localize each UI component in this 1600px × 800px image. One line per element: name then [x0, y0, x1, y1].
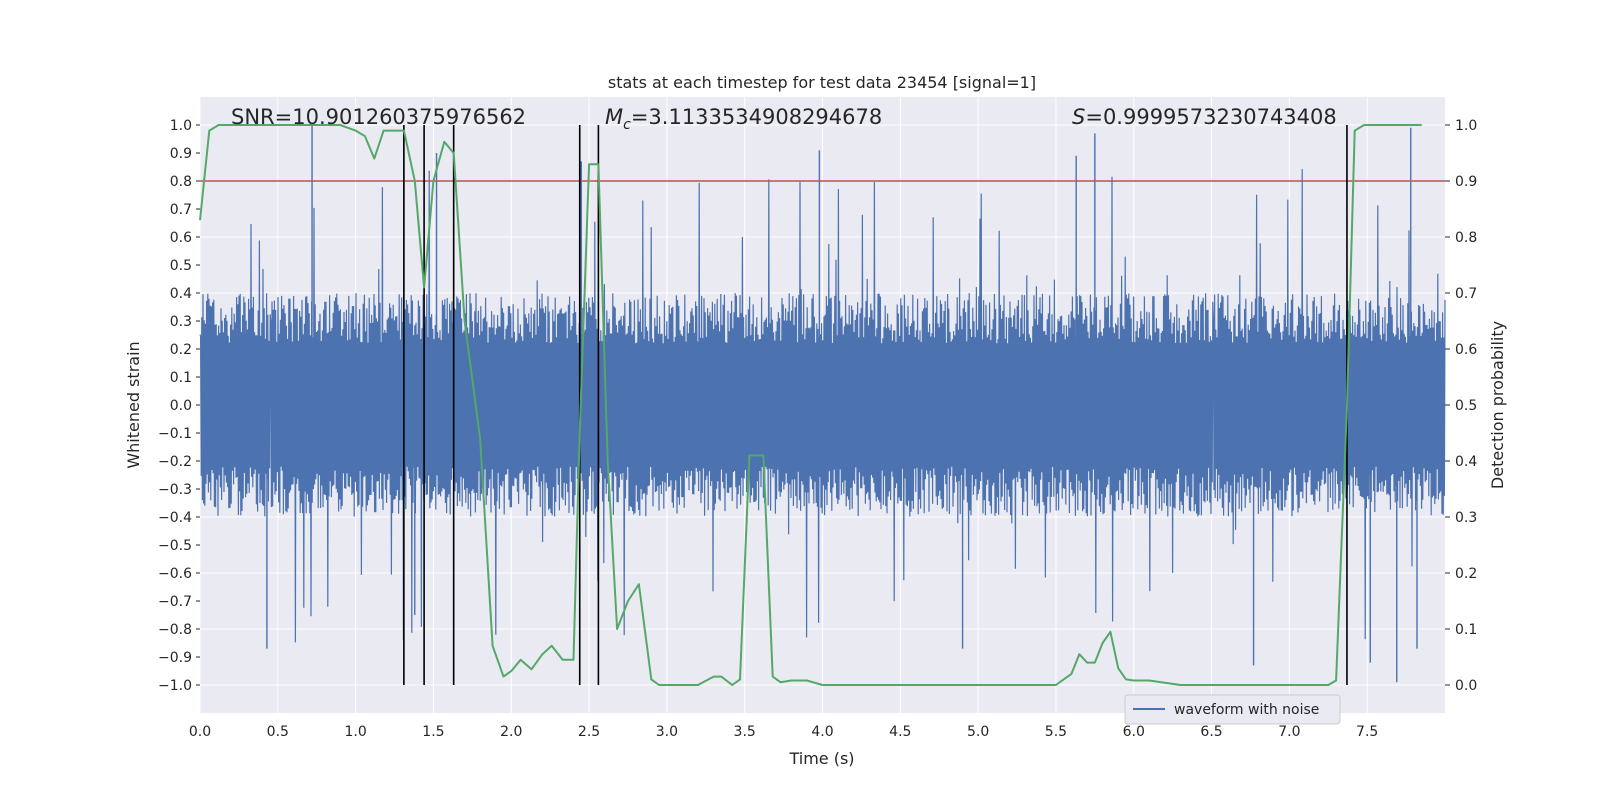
x-tick-label: 5.0 [967, 724, 989, 740]
y-left-tick-label: −0.3 [158, 482, 192, 498]
s-symbol: S [1072, 105, 1085, 129]
y-right-tick-label: 0.9 [1455, 174, 1477, 190]
y-left-tick-label: −0.8 [158, 622, 192, 638]
probability-line [199, 124, 1422, 686]
x-tick-label: 7.5 [1356, 724, 1378, 740]
mc-subscript: c [623, 117, 631, 133]
y-axis-left-ticks: 1.0 0.9 0.8 0.7 0.6 0.5 0.4 0.3 0.2 0.1 0.0 −0.1 −0.… [158, 118, 200, 694]
x-tick-label: 0.5 [267, 724, 289, 740]
x-tick-label: 4.0 [811, 724, 833, 740]
s-value: =0.9999573230743408 [1085, 105, 1336, 129]
y-axis-right-label: Detection probability [1488, 321, 1507, 489]
chart-title: stats at each timestep for test data 234… [608, 73, 1036, 92]
y-right-tick-label: 0.1 [1455, 622, 1477, 638]
y-right-tick-label: 0.0 [1455, 678, 1477, 694]
probability-series [199, 124, 1422, 686]
score-annotation: S=0.9999573230743408 [1072, 105, 1337, 129]
x-tick-label: 2.0 [500, 724, 522, 740]
y-right-tick-label: 1.0 [1455, 118, 1477, 134]
y-left-tick-label: −0.6 [158, 566, 192, 582]
y-right-tick-label: 0.3 [1455, 510, 1477, 526]
waveform-trace [199, 169, 1446, 643]
y-left-tick-label: −1.0 [158, 678, 192, 694]
waveform-series [199, 125, 1446, 683]
y-left-tick-label: 0.2 [170, 342, 192, 358]
legend-label: waveform with noise [1174, 702, 1319, 718]
snr-annotation: SNR=10.901260375976562 [231, 105, 526, 129]
x-tick-label: 1.5 [422, 724, 444, 740]
y-left-tick-label: 0.5 [170, 258, 192, 274]
y-left-tick-label: 0.6 [170, 230, 192, 246]
x-tick-label: 5.5 [1045, 724, 1067, 740]
y-left-tick-label: −0.9 [158, 650, 192, 666]
y-left-tick-label: 0.3 [170, 314, 192, 330]
y-left-tick-label: 0.4 [170, 286, 192, 302]
x-tick-label: 6.0 [1123, 724, 1145, 740]
y-axis-left-label: Whitened strain [124, 341, 143, 468]
y-right-tick-label: 0.2 [1455, 566, 1477, 582]
y-right-tick-label: 0.8 [1455, 230, 1477, 246]
x-tick-label: 2.5 [578, 724, 600, 740]
x-tick-label: 0.0 [189, 724, 211, 740]
x-tick-label: 1.0 [344, 724, 366, 740]
y-left-tick-label: −0.2 [158, 454, 192, 470]
y-axis-right-ticks: 1.0 0.9 0.8 0.7 0.6 0.5 0.4 0.3 0.2 0.1 0.0 [1445, 118, 1477, 694]
y-left-tick-label: 0.0 [170, 398, 192, 414]
y-left-tick-label: 0.7 [170, 202, 192, 218]
x-tick-label: 3.0 [656, 724, 678, 740]
x-tick-label: 7.0 [1278, 724, 1300, 740]
y-right-tick-label: 0.5 [1455, 398, 1477, 414]
x-tick-label: 3.5 [734, 724, 756, 740]
y-right-tick-label: 0.7 [1455, 286, 1477, 302]
x-axis-label: Time (s) [788, 749, 854, 768]
x-axis-ticks: 0.0 0.5 1.0 1.5 2.0 2.5 3.0 3.5 4.0 4.5 5.0 5.5 6.0 6… [189, 724, 1378, 740]
y-left-tick-label: 0.9 [170, 146, 192, 162]
legend-box [1124, 694, 1341, 725]
y-left-tick-label: −0.7 [158, 594, 192, 610]
x-tick-label: 6.5 [1200, 724, 1222, 740]
mc-value: =3.1133534908294678 [631, 105, 882, 129]
y-left-tick-label: −0.4 [158, 510, 192, 526]
y-left-tick-label: 0.1 [170, 370, 192, 386]
mc-symbol: M [605, 105, 623, 129]
y-left-tick-label: −0.1 [158, 426, 192, 442]
x-tick-label: 4.5 [889, 724, 911, 740]
y-right-tick-label: 0.6 [1455, 342, 1477, 358]
legend: waveform with noise [1124, 694, 1341, 725]
y-left-tick-label: −0.5 [158, 538, 192, 554]
chirp-mass-annotation: Mc=3.1133534908294678 [605, 105, 882, 133]
y-right-tick-label: 0.4 [1455, 454, 1477, 470]
y-left-tick-label: 1.0 [170, 118, 192, 134]
y-left-tick-label: 0.8 [170, 174, 192, 190]
